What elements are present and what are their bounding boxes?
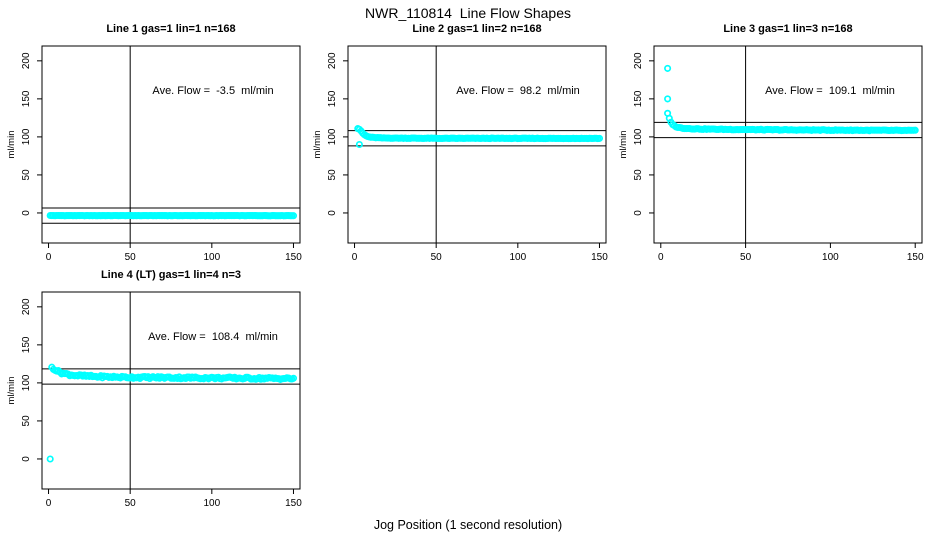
y-tick-label: 50 <box>21 415 32 427</box>
panel-4-points <box>46 363 298 463</box>
plot-box <box>653 45 923 244</box>
panel-1-plot: 0 50 100 150 0 50 100 150 200 ml/min <box>6 45 302 263</box>
y-tick-label: 50 <box>21 169 32 181</box>
panel-4-title: Line 4 (LT) gas=1 lin=4 n=3 <box>100 269 242 281</box>
panel-2-points <box>354 125 604 149</box>
x-tick-label: 0 <box>46 498 52 509</box>
x-tick-label: 100 <box>203 498 220 509</box>
panel-3-plot: 0 50 100 150 0 50 100 150 200 ml/min <box>618 45 924 263</box>
x-tick-label: 50 <box>125 252 137 263</box>
y-tick-label: 0 <box>633 210 644 216</box>
data-point <box>289 212 298 220</box>
y-tick-label: 200 <box>21 298 32 315</box>
y-tick-label: 150 <box>21 90 32 107</box>
panel-1-points <box>46 211 298 220</box>
data-point <box>289 374 298 382</box>
x-tick-label: 150 <box>907 252 924 263</box>
panel-3-ave-flow-annotation: Ave. Flow = 109.1 ml/min <box>765 85 895 97</box>
y-axis-label: ml/min <box>618 131 629 159</box>
plot-box <box>41 45 301 244</box>
x-axis-label: Jog Position (1 second resolution) <box>373 518 563 532</box>
panel-3-title: Line 3 gas=1 lin=3 n=168 <box>723 23 853 35</box>
y-tick-label: 150 <box>327 90 338 107</box>
y-tick-label: 100 <box>633 128 644 145</box>
y-tick-label: 0 <box>21 456 32 462</box>
outlier-point <box>46 455 54 463</box>
x-tick-label: 0 <box>658 252 664 263</box>
panel-2-plot: 0 50 100 150 0 50 100 150 200 ml/min <box>312 45 608 263</box>
data-point <box>911 126 919 134</box>
data-point <box>595 134 604 142</box>
x-tick-label: 100 <box>203 252 220 263</box>
x-tick-label: 100 <box>509 252 526 263</box>
x-tick-label: 150 <box>285 252 302 263</box>
y-tick-label: 200 <box>21 52 32 69</box>
y-axis-label: ml/min <box>6 131 17 159</box>
outlier-point <box>664 95 672 103</box>
panel-2-title: Line 2 gas=1 lin=2 n=168 <box>412 23 542 35</box>
outlier-point <box>355 140 363 149</box>
panel-4-ave-flow-annotation: Ave. Flow = 108.4 ml/min <box>148 331 278 343</box>
y-tick-label: 50 <box>327 169 338 181</box>
y-axis-label: ml/min <box>312 131 323 159</box>
outlier-point <box>664 109 672 117</box>
figure-title: NWR_110814 Line Flow Shapes <box>365 5 571 21</box>
y-tick-label: 150 <box>21 336 32 353</box>
y-tick-label: 100 <box>21 374 32 391</box>
x-tick-label: 150 <box>285 498 302 509</box>
x-tick-label: 0 <box>46 252 52 263</box>
x-tick-label: 50 <box>740 252 752 263</box>
x-tick-label: 100 <box>822 252 839 263</box>
x-tick-label: 50 <box>431 252 443 263</box>
outlier-point <box>664 64 672 72</box>
panel-1-title: Line 1 gas=1 lin=1 n=168 <box>106 23 236 35</box>
panel-4-plot: 0 50 100 150 0 50 100 150 200 ml/min <box>6 291 302 509</box>
y-tick-label: 0 <box>21 210 32 216</box>
plot-box <box>347 45 607 244</box>
y-tick-label: 50 <box>633 169 644 181</box>
y-tick-label: 200 <box>327 52 338 69</box>
x-tick-label: 0 <box>352 252 358 263</box>
x-tick-label: 50 <box>125 498 137 509</box>
panel-1-ave-flow-annotation: Ave. Flow = -3.5 ml/min <box>152 85 274 97</box>
x-tick-label: 150 <box>591 252 608 263</box>
y-tick-label: 150 <box>633 90 644 107</box>
y-tick-label: 0 <box>327 210 338 216</box>
panel-3-points <box>664 64 919 135</box>
y-tick-label: 100 <box>21 128 32 145</box>
y-axis-label: ml/min <box>6 377 17 405</box>
y-tick-label: 200 <box>633 52 644 69</box>
plot-box <box>41 291 301 490</box>
y-tick-label: 100 <box>327 128 338 145</box>
panel-2-ave-flow-annotation: Ave. Flow = 98.2 ml/min <box>456 85 580 97</box>
